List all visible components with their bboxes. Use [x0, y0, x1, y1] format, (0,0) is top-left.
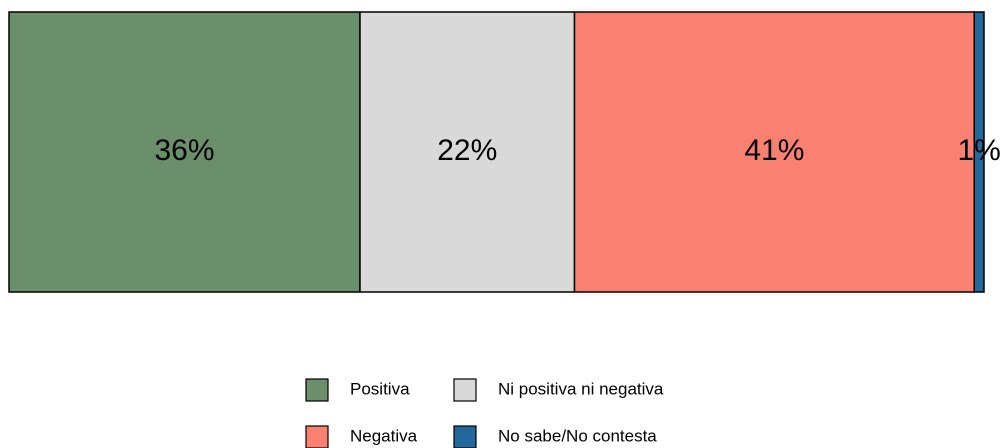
- legend-swatch: [305, 378, 329, 402]
- bar-segment: [573, 11, 975, 293]
- value-label: 36%: [154, 134, 214, 167]
- bar-segment: [359, 11, 576, 293]
- legend-swatch: [453, 425, 477, 448]
- bar-segment: [973, 11, 985, 293]
- legend-label: Positiva: [350, 379, 410, 398]
- value-label: 1%: [957, 134, 1000, 167]
- value-label: 22%: [437, 134, 497, 167]
- value-label: 41%: [744, 134, 804, 167]
- legend-label: Negativa: [350, 426, 418, 445]
- legend-label: Ni positiva ni negativa: [498, 379, 664, 398]
- legend-swatch: [453, 378, 477, 402]
- bar-segment: [8, 11, 361, 293]
- legend-label: No sabe/No contesta: [498, 426, 657, 445]
- legend-swatch: [305, 425, 329, 448]
